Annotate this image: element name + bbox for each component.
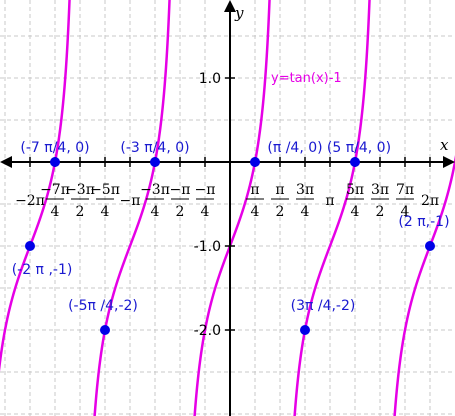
y-tick-label: -1.0 bbox=[194, 239, 221, 255]
x-tick-label: −2π bbox=[15, 193, 45, 209]
x-tick-label-numerator: −3π bbox=[140, 182, 170, 198]
point-label: (-2 π ,-1) bbox=[12, 262, 73, 278]
x-tick-label-denominator: 2 bbox=[76, 204, 85, 220]
highlight-point bbox=[249, 157, 260, 167]
highlight-point bbox=[349, 157, 360, 167]
highlight-point bbox=[50, 157, 61, 167]
y-axis-arrow bbox=[224, 0, 236, 12]
x-tick-label-numerator: π bbox=[250, 182, 259, 198]
highlight-point bbox=[424, 241, 435, 251]
x-tick-label: 2π bbox=[421, 193, 439, 209]
x-tick-label-numerator: 7π bbox=[396, 182, 414, 198]
point-layer: (-7 π/4, 0) (-3 π/4, 0) (π /4, 0) (5 π/4, 0… bbox=[12, 140, 450, 335]
x-tick-label-denominator: 4 bbox=[251, 204, 260, 220]
tan-curve-branch bbox=[193, 0, 271, 416]
x-tick-label-numerator: −π bbox=[195, 182, 216, 198]
x-tick-label-denominator: 4 bbox=[301, 204, 310, 220]
tick-layer: −2π−7π4−3π2−5π4−π−3π4−π2−π4π4π23π4π5π43π… bbox=[15, 71, 439, 339]
x-tick-label-numerator: 3π bbox=[296, 182, 314, 198]
highlight-point bbox=[299, 325, 310, 335]
x-tick-label-denominator: 4 bbox=[101, 204, 110, 220]
point-label: (-7 π/4, 0) bbox=[20, 140, 89, 156]
x-tick-label-numerator: 3π bbox=[371, 182, 389, 198]
point-label: (2 π,-1) bbox=[398, 214, 449, 230]
point-label: (-3 π/4, 0) bbox=[120, 140, 189, 156]
x-tick-label-numerator: −7π bbox=[40, 182, 70, 198]
y-tick-label: -2.0 bbox=[194, 323, 221, 339]
point-label: (5 π/4, 0) bbox=[327, 140, 391, 156]
point-label: (π /4, 0) bbox=[267, 140, 322, 156]
x-tick-label-numerator: −π bbox=[170, 182, 191, 198]
x-tick-label-denominator: 2 bbox=[376, 204, 385, 220]
point-label: (3π /4,-2) bbox=[291, 298, 356, 314]
x-tick-label-denominator: 4 bbox=[151, 204, 160, 220]
highlight-point bbox=[150, 157, 161, 167]
function-label: y=tan(x)-1 bbox=[271, 71, 342, 86]
x-axis-left-arrow bbox=[0, 156, 12, 168]
point-label: (-5π /4,-2) bbox=[68, 298, 138, 314]
x-tick-label-denominator: 4 bbox=[401, 204, 410, 220]
highlight-point bbox=[100, 325, 111, 335]
x-axis-right-arrow bbox=[443, 156, 455, 168]
x-tick-label-numerator: π bbox=[275, 182, 284, 198]
x-tick-label: −π bbox=[120, 193, 141, 209]
tan-curve-branch bbox=[0, 0, 71, 372]
x-tick-label-numerator: 5π bbox=[346, 182, 364, 198]
highlight-point bbox=[25, 241, 36, 251]
tan-curve-branch bbox=[393, 154, 455, 416]
x-tick-label-denominator: 4 bbox=[351, 204, 360, 220]
x-tick-label-denominator: 2 bbox=[276, 204, 285, 220]
x-tick-label-numerator: −3π bbox=[65, 182, 95, 198]
x-tick-label-denominator: 2 bbox=[176, 204, 185, 220]
tan-curve-branch bbox=[93, 0, 171, 416]
x-tick-label-numerator: −5π bbox=[90, 182, 120, 198]
y-tick-label: 1.0 bbox=[199, 71, 221, 87]
y-axis-label: y bbox=[234, 4, 244, 22]
x-axis-label: x bbox=[440, 136, 449, 154]
x-tick-label: π bbox=[325, 193, 334, 209]
x-tick-label-denominator: 4 bbox=[201, 204, 210, 220]
tan-curve-branch bbox=[293, 0, 371, 416]
x-tick-label-denominator: 4 bbox=[51, 204, 60, 220]
